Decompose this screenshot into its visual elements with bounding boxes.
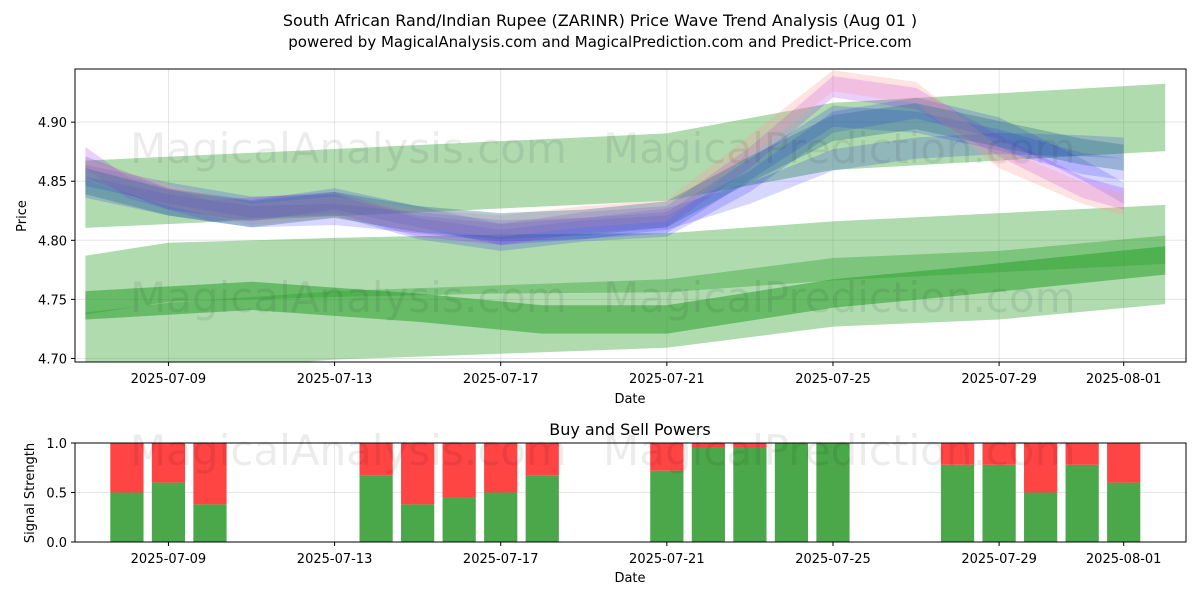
signal-x-tick-label: 2025-07-25 bbox=[795, 552, 871, 567]
price-y-tick-label: 4.85 bbox=[38, 175, 67, 190]
buy-bar bbox=[650, 470, 684, 542]
signal-x-tick-label: 2025-07-13 bbox=[297, 552, 373, 567]
price-x-tick-label: 2025-07-29 bbox=[961, 372, 1037, 387]
signal-bars bbox=[110, 443, 1141, 542]
price-grid bbox=[75, 69, 1186, 362]
buy-bar bbox=[193, 504, 227, 542]
buy-bar bbox=[151, 482, 186, 542]
price-x-tick-label: 2025-07-21 bbox=[629, 372, 705, 387]
sell-bar bbox=[1065, 443, 1099, 465]
buy-bar bbox=[401, 504, 435, 542]
buy-bar bbox=[1065, 464, 1099, 542]
sell-bar bbox=[525, 443, 559, 476]
price-x-tick-label: 2025-07-13 bbox=[297, 372, 373, 387]
signal-x-tick-label: 2025-08-01 bbox=[1086, 552, 1162, 567]
buy-bar bbox=[691, 447, 725, 542]
sell-bar bbox=[982, 443, 1016, 465]
signal-y-tick-label: 0.0 bbox=[46, 536, 67, 551]
price-y-axis-label: Price bbox=[15, 200, 30, 232]
price-x-tick-label: 2025-07-17 bbox=[463, 372, 539, 387]
watermark-right: MagicalPrediction.com bbox=[603, 124, 1076, 173]
buy-bar bbox=[774, 443, 809, 542]
sell-bar bbox=[691, 443, 725, 448]
price-wave-2 bbox=[85, 105, 1124, 245]
chart-title: South African Rand/Indian Rupee (ZARINR)… bbox=[283, 11, 917, 30]
price-y-tick-label: 4.75 bbox=[38, 293, 67, 308]
price-x-ticks: 2025-07-09 2025-07-13 2025-07-17 2025-07-21… bbox=[131, 362, 1162, 387]
sell-bar bbox=[401, 443, 435, 505]
price-watermarks: MagicalAnalysis.com MagicalPrediction.co… bbox=[130, 124, 1076, 322]
watermark-left-signal: MagicalAnalysis.com bbox=[130, 426, 567, 475]
sell-bar bbox=[650, 443, 684, 471]
signal-x-axis-label: Date bbox=[614, 571, 645, 586]
watermark-right-signal: MagicalPrediction.com bbox=[603, 426, 1076, 475]
price-x-axis-label: Date bbox=[614, 392, 645, 407]
watermark-left: MagicalAnalysis.com bbox=[130, 124, 567, 173]
signal-x-tick-label: 2025-07-17 bbox=[463, 552, 539, 567]
trend-band-2 bbox=[85, 204, 1166, 315]
signal-x-ticks: 2025-07-09 2025-07-13 2025-07-17 2025-07-21… bbox=[131, 542, 1162, 567]
buy-bar bbox=[733, 447, 767, 542]
watermark-right-lower: MagicalPrediction.com bbox=[603, 273, 1076, 322]
signal-x-tick-label: 2025-07-21 bbox=[629, 552, 705, 567]
signal-y-tick-label: 1.0 bbox=[46, 437, 67, 452]
trend-band-1 bbox=[85, 83, 1166, 228]
sell-bar bbox=[110, 443, 144, 493]
chart-subtitle: powered by MagicalAnalysis.com and Magic… bbox=[288, 33, 912, 51]
signal-x-tick-label: 2025-07-09 bbox=[131, 552, 207, 567]
buy-bar bbox=[484, 492, 518, 542]
buy-bar bbox=[110, 492, 144, 542]
sell-bar bbox=[442, 443, 476, 498]
signal-y-axis-label: Signal Strength bbox=[23, 443, 38, 543]
signal-y-ticks: 0.0 0.5 1.0 bbox=[46, 437, 75, 551]
sell-bar bbox=[733, 443, 767, 448]
buy-bar bbox=[359, 475, 393, 542]
watermark-left-lower: MagicalAnalysis.com bbox=[130, 273, 567, 322]
price-x-tick-label: 2025-07-25 bbox=[795, 372, 871, 387]
signal-watermarks: MagicalAnalysis.com MagicalPrediction.co… bbox=[130, 426, 1076, 475]
trend-band-4 bbox=[85, 246, 1166, 334]
trend-band-3 bbox=[85, 235, 1166, 362]
price-panel: MagicalAnalysis.com MagicalPrediction.co… bbox=[15, 68, 1187, 407]
buy-bar bbox=[1107, 482, 1141, 542]
price-x-tick-label: 2025-08-01 bbox=[1086, 372, 1162, 387]
trend-bands bbox=[85, 83, 1166, 362]
price-waves bbox=[85, 70, 1124, 251]
sell-bar bbox=[193, 443, 227, 505]
sell-bar bbox=[1107, 443, 1141, 483]
price-wave-4 bbox=[85, 76, 1124, 245]
signal-chart-title: Buy and Sell Powers bbox=[549, 420, 711, 439]
buy-bar bbox=[525, 475, 559, 542]
buy-bar bbox=[1024, 492, 1058, 542]
price-y-tick-label: 4.80 bbox=[38, 234, 67, 249]
signal-x-tick-label: 2025-07-29 bbox=[961, 552, 1037, 567]
signal-panel: Buy and Sell Powers MagicalAnalysis.com … bbox=[23, 420, 1187, 586]
price-wave-1 bbox=[85, 132, 1124, 242]
price-plot-frame bbox=[74, 68, 1187, 363]
sell-bar bbox=[359, 443, 393, 476]
buy-bar bbox=[940, 464, 975, 542]
buy-bar bbox=[442, 497, 476, 542]
price-y-tick-label: 4.90 bbox=[38, 116, 67, 131]
price-wave-6 bbox=[85, 103, 1124, 240]
sell-bar bbox=[484, 443, 518, 493]
price-y-tick-label: 4.70 bbox=[38, 352, 67, 367]
signal-y-tick-label: 0.5 bbox=[46, 487, 67, 502]
price-x-tick-label: 2025-07-09 bbox=[131, 372, 207, 387]
price-wave-3 bbox=[85, 97, 1124, 251]
buy-bar bbox=[816, 443, 850, 542]
sell-bar bbox=[151, 443, 186, 483]
price-y-ticks: 4.70 4.75 4.80 4.85 4.90 bbox=[38, 116, 75, 367]
sell-bar bbox=[940, 443, 975, 465]
buy-bar bbox=[982, 464, 1016, 542]
sell-bar bbox=[1024, 443, 1058, 493]
